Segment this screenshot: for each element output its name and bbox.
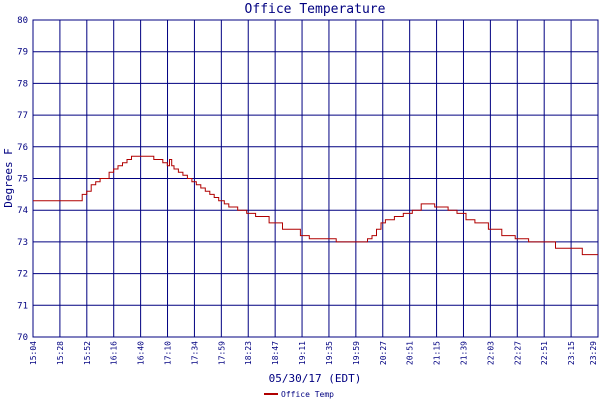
x-tick-label: 20:51 — [406, 341, 415, 365]
chart-title: Office Temperature — [245, 2, 386, 17]
x-tick-label: 19:59 — [352, 341, 361, 365]
x-tick-label: 22:27 — [513, 341, 522, 365]
x-tick-label: 18:47 — [271, 341, 280, 365]
x-tick-label: 16:16 — [110, 341, 119, 365]
y-tick-label: 79 — [17, 48, 28, 58]
y-tick-label: 80 — [17, 16, 28, 26]
x-tick-label: 21:15 — [433, 341, 442, 365]
x-tick-label: 22:51 — [540, 341, 549, 365]
x-tick-label: 19:35 — [325, 341, 334, 365]
y-tick-label: 72 — [17, 270, 28, 280]
x-tick-label: 21:39 — [459, 341, 468, 365]
x-tick-label: 17:59 — [217, 341, 226, 365]
x-tick-labels: 15:04 15:28 15:52 16:16 16:40 17:10 17:34 17:59… — [29, 341, 598, 365]
y-tick-label: 70 — [17, 333, 28, 343]
legend: Office Temp — [264, 390, 334, 399]
y-tick-label: 75 — [17, 175, 28, 185]
y-tick-label: 71 — [17, 301, 28, 311]
x-tick-label: 15:52 — [83, 341, 92, 365]
x-tick-label: 17:34 — [190, 341, 199, 365]
x-tick-label: 23:29 — [589, 341, 598, 365]
y-tick-labels: 70 71 72 73 74 75 76 77 78 79 80 — [17, 16, 28, 343]
legend-label: Office Temp — [281, 390, 334, 399]
y-tick-label: 73 — [17, 238, 28, 248]
y-axis-label: Degrees F — [2, 148, 15, 208]
x-tick-label: 20:27 — [379, 341, 388, 365]
x-axis-label: 05/30/17 (EDT) — [269, 372, 362, 385]
plot-frame — [32, 19, 599, 338]
x-tick-label: 19:11 — [298, 341, 307, 365]
x-tick-label: 17:10 — [164, 341, 173, 365]
y-tick-label: 74 — [17, 206, 28, 216]
y-tick-label: 77 — [17, 111, 28, 121]
x-tick-label: 22:03 — [486, 341, 495, 365]
x-tick-label: 15:28 — [56, 341, 65, 365]
series-line-office-temp — [33, 155, 598, 256]
x-tick-label: 18:23 — [244, 341, 253, 365]
y-tick-label: 78 — [17, 79, 28, 89]
y-tick-label: 76 — [17, 143, 28, 153]
x-tick-label: 23:15 — [567, 341, 576, 365]
x-tick-label: 16:40 — [137, 341, 146, 365]
x-tick-label: 15:04 — [29, 341, 38, 365]
